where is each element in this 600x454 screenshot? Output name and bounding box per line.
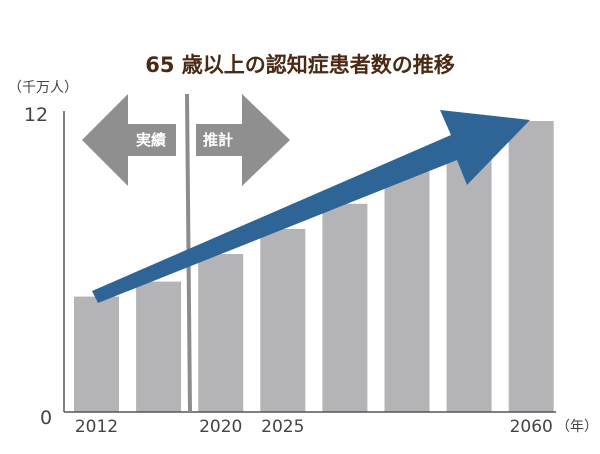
- actual-label: 実績: [136, 131, 166, 149]
- y-tick-label-max: 12: [24, 104, 48, 126]
- bar-2020: [198, 254, 244, 412]
- x-tick-label-2020: 2020: [199, 417, 242, 437]
- chart-title: 65 歳以上の認知症患者数の推移: [145, 53, 455, 77]
- bar-2040: [384, 171, 430, 412]
- bar-2030: [322, 203, 368, 412]
- bar-2050: [446, 146, 492, 412]
- bar-2015: [136, 281, 182, 412]
- x-tick-labels: 2012 2020 2025 2060: [75, 417, 553, 437]
- y-tick-label-zero: 0: [40, 407, 52, 429]
- y-axis-unit-label: （千万人）: [8, 80, 78, 96]
- bar-series: [74, 121, 554, 412]
- actual-left-arrow: [82, 94, 176, 186]
- projection-label: 推計: [203, 131, 233, 149]
- x-tick-label-2025: 2025: [261, 417, 304, 437]
- x-tick-label-2012: 2012: [75, 417, 118, 437]
- projection-right-arrow: [196, 94, 290, 186]
- bar-2025: [260, 228, 306, 412]
- bar-2012: [74, 296, 119, 412]
- x-axis-unit-label: （年）: [556, 419, 598, 435]
- trend-arrow: [92, 110, 530, 303]
- x-tick-label-2060: 2060: [510, 417, 553, 437]
- bar-2060: [508, 121, 554, 412]
